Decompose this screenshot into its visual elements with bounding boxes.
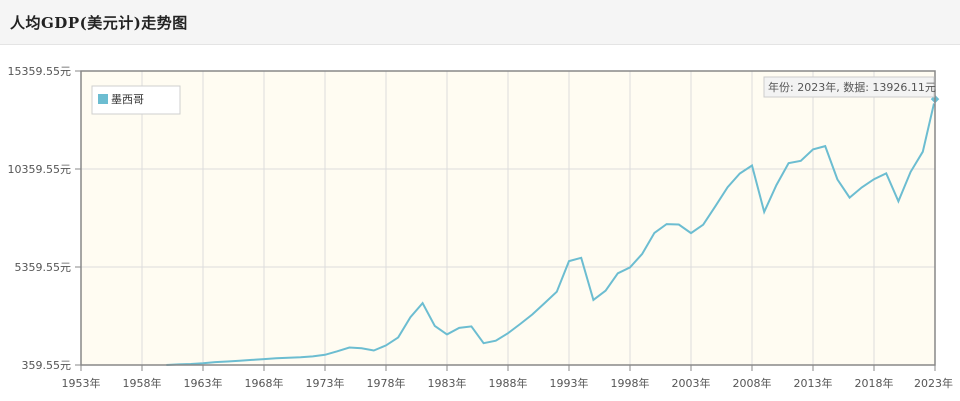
tick-label-x: 1978年 (367, 376, 406, 390)
tick-label-y: 10359.55元 (8, 163, 72, 176)
tooltip-text: 年份: 2023年, 数据: 13926.11元 (768, 80, 936, 94)
tick-label-y: 359.55元 (22, 359, 72, 372)
tick-label-x: 2023年 (914, 376, 953, 390)
y-axis-ticks: 359.55元 5359.55元 10359.55元 15359.55元 (8, 65, 81, 372)
x-axis-ticks: 1953年 1958年 1963年 1968年 1973年 1978年 1983年 1988年… (62, 365, 953, 390)
tick-label-x: 1953年 (62, 376, 101, 390)
legend-swatch-icon (98, 94, 108, 104)
series-line-mexico[interactable] (166, 98, 936, 366)
tick-label-x: 1973年 (306, 376, 345, 390)
tick-label-y: 5359.55元 (15, 261, 72, 274)
tick-label-x: 1988年 (489, 376, 528, 390)
tick-label-x: 1963年 (184, 376, 223, 390)
tick-label-y: 15359.55元 (8, 65, 72, 78)
chart-header: 人均GDP(美元计)走势图 (0, 0, 960, 45)
tick-label-x: 1998年 (611, 376, 650, 390)
tick-label-x: 2008年 (733, 376, 772, 390)
legend[interactable]: 墨西哥 (91, 85, 181, 115)
tick-label-x: 2003年 (672, 376, 711, 390)
tick-label-x: 1968年 (245, 376, 284, 390)
page-title: 人均GDP(美元计)走势图 (10, 14, 188, 32)
tooltip-box (763, 76, 935, 98)
tick-label-x: 2013年 (794, 376, 833, 390)
tick-label-x: 1983年 (428, 376, 467, 390)
tick-label-x: 1958年 (123, 376, 162, 390)
tooltip: 年份: 2023年, 数据: 13926.11元 (763, 76, 936, 98)
tick-label-x: 2018年 (855, 376, 894, 390)
tick-label-x: 1993年 (550, 376, 589, 390)
plot-border (80, 70, 936, 366)
legend-label-mexico: 墨西哥 (111, 93, 144, 106)
